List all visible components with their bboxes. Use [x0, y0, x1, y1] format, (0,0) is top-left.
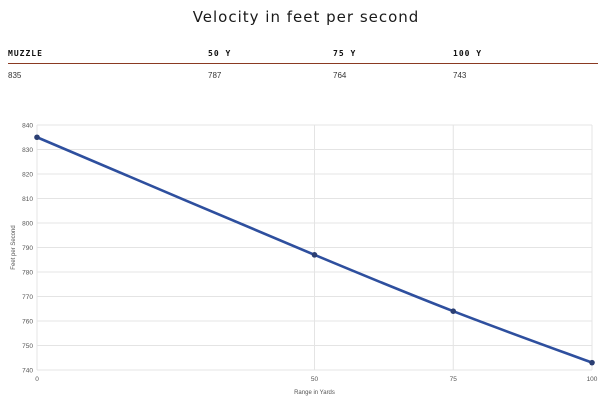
y-tick-label: 740: [22, 368, 33, 375]
y-tick-label: 790: [22, 245, 33, 252]
header-divider: [8, 63, 598, 64]
y-tick-label: 820: [22, 172, 33, 179]
x-tick-label: 50: [311, 376, 319, 383]
y-tick-label: 760: [22, 319, 33, 326]
value-100y: 743: [453, 71, 467, 80]
series-line: [36, 136, 593, 364]
velocity-table-value-row: 835 787 764 743: [8, 71, 598, 85]
x-tick-label: 0: [35, 376, 39, 383]
y-tick-label: 830: [22, 147, 33, 154]
header-muzzle: MUZZLE: [8, 49, 43, 58]
header-100y: 100 Y: [453, 49, 483, 58]
data-point: [34, 134, 40, 141]
data-point: [311, 252, 318, 258]
y-tick-label: 840: [22, 123, 33, 130]
y-tick-label: 770: [22, 294, 33, 301]
y-tick-label: 800: [22, 221, 33, 228]
y-tick-label: 810: [22, 196, 33, 203]
value-muzzle: 835: [8, 71, 22, 80]
header-50y: 50 Y: [208, 49, 232, 58]
y-axis-title: Feet per Second: [11, 225, 17, 269]
chart-title: Velocity in feet per second: [192, 8, 420, 26]
data-point: [589, 359, 595, 366]
velocity-line-chart: 740 750 760 770 780 790 800 810 820 830 840 0 50 75 10…: [11, 123, 598, 397]
header-75y: 75 Y: [333, 49, 357, 58]
x-tick-label: 100: [587, 376, 598, 383]
value-75y: 764: [333, 71, 347, 80]
velocity-table: MUZZLE 50 Y 75 Y 100 Y 835 787 764 743: [8, 49, 598, 85]
x-axis-title: Range in Yards: [294, 390, 335, 396]
y-tick-label: 750: [22, 343, 33, 350]
x-tick-label: 75: [450, 376, 458, 383]
value-50y: 787: [208, 71, 222, 80]
y-tick-label: 780: [22, 270, 33, 277]
velocity-table-header-row: MUZZLE 50 Y 75 Y 100 Y: [8, 49, 598, 64]
data-point: [450, 308, 457, 314]
